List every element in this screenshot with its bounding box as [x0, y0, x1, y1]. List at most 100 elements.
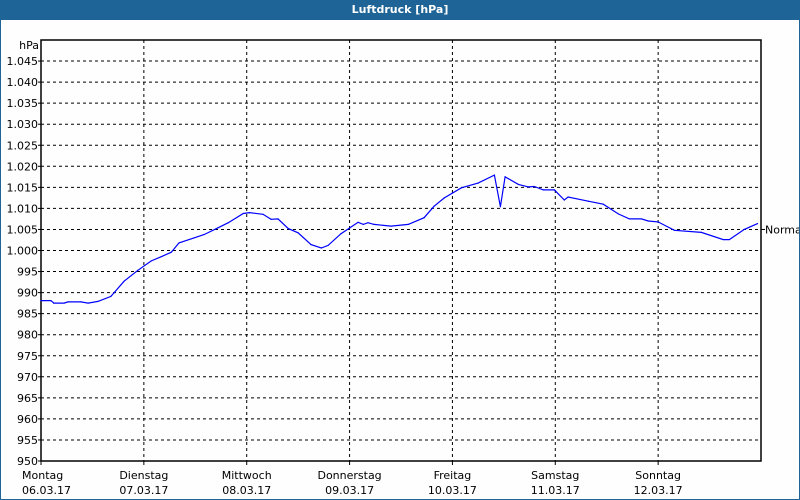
data-point — [160, 256, 162, 258]
data-point — [460, 187, 463, 189]
data-point — [673, 229, 676, 231]
chart-title: Luftdruck [hPa] — [1, 0, 799, 20]
data-point — [504, 176, 506, 178]
data-point — [320, 247, 322, 249]
y-tick-label: 1.025 — [7, 139, 39, 152]
y-tick-label: 970 — [17, 371, 38, 384]
data-point — [390, 225, 392, 227]
y-tick-label: 1.015 — [7, 181, 39, 194]
x-tick-date-label: 07.03.17 — [119, 484, 168, 497]
data-point — [373, 223, 375, 225]
data-point — [53, 302, 55, 304]
y-tick-label: 1.030 — [7, 118, 39, 131]
data-point — [242, 212, 244, 215]
data-point — [640, 218, 643, 220]
x-tick-day-label: Montag — [22, 469, 63, 482]
data-point — [203, 233, 205, 236]
x-tick-date-label: 09.03.17 — [325, 484, 374, 497]
data-point — [443, 197, 445, 199]
data-point — [340, 233, 342, 235]
data-point — [67, 301, 69, 303]
data-point — [357, 221, 359, 223]
data-point — [743, 228, 745, 231]
data-point — [277, 218, 279, 220]
data-point — [756, 222, 759, 225]
data-point — [193, 237, 195, 239]
data-point — [499, 206, 502, 208]
y-tick-label: 965 — [17, 392, 38, 405]
x-tick-date-label: 12.03.17 — [634, 484, 683, 497]
data-point — [50, 299, 52, 302]
data-point — [477, 182, 479, 184]
data-point — [248, 212, 250, 214]
y-tick-label: 1.000 — [7, 245, 39, 258]
x-tick-day-label: Samstag — [531, 469, 579, 482]
data-point — [40, 299, 42, 302]
data-point — [493, 174, 496, 176]
data-point — [310, 244, 312, 246]
data-point — [657, 221, 659, 223]
data-point — [297, 232, 299, 234]
data-point — [728, 238, 730, 241]
data-point — [63, 302, 65, 304]
pressure-series-line — [41, 174, 758, 304]
y-tick-label: 1.035 — [7, 97, 39, 110]
data-point — [327, 244, 329, 247]
data-point — [262, 213, 264, 215]
data-point — [110, 295, 112, 297]
y-axis: 950 955 960 965 970 975 980 985 990 995 1.000 1.005… — [7, 55, 41, 468]
data-point — [123, 280, 125, 282]
y-axis-unit-label: hPa — [19, 39, 39, 52]
data-point — [87, 302, 89, 304]
x-tick-day-label: Sonntag — [635, 469, 681, 482]
data-point — [362, 223, 364, 225]
data-point — [617, 213, 619, 215]
data-point — [80, 301, 82, 303]
data-point — [227, 222, 229, 224]
y-tick-label: 960 — [17, 413, 38, 426]
x-tick-day-label: Mittwoch — [222, 469, 272, 482]
x-tick-day-label: Donnerstag — [317, 469, 381, 482]
data-point — [587, 200, 589, 202]
y-tick-label: 975 — [17, 350, 38, 363]
x-tick-date-label: 08.03.17 — [222, 484, 271, 497]
data-point — [367, 222, 369, 224]
data-point — [553, 189, 556, 191]
data-point — [628, 218, 631, 220]
y-tick-label: 1.040 — [7, 76, 39, 89]
data-point — [647, 220, 649, 222]
y-tick-label: 1.020 — [7, 160, 39, 173]
data-point — [170, 251, 172, 253]
y-tick-label: 990 — [17, 287, 38, 300]
x-tick-day-label: Dienstag — [119, 469, 168, 482]
data-point — [602, 203, 604, 205]
x-axis: Montag 06.03.17 Dienstag 07.03.17 Mittwoch 08… — [22, 461, 683, 497]
data-point — [407, 223, 409, 225]
data-point — [97, 300, 99, 303]
x-tick-day-label: Freitag — [434, 469, 472, 482]
y-tick-label: 980 — [17, 329, 38, 342]
data-point — [287, 228, 289, 230]
y-tick-label: 1.045 — [7, 55, 39, 68]
grid — [41, 40, 761, 461]
data-point — [270, 218, 272, 220]
y-tick-label: 985 — [17, 308, 38, 321]
y-tick-label: 1.005 — [7, 223, 39, 236]
data-point — [563, 199, 565, 201]
data-point — [722, 238, 724, 241]
data-point — [178, 242, 180, 244]
data-point — [137, 269, 139, 271]
x-tick-date-label: 10.03.17 — [428, 484, 477, 497]
y-tick-label: 1.010 — [7, 202, 39, 215]
data-point — [533, 185, 535, 188]
normal-marker-label: Normal — [765, 223, 800, 236]
data-point — [527, 186, 529, 188]
data-point — [567, 196, 569, 198]
y-tick-label: 950 — [17, 455, 38, 468]
plot-frame — [40, 39, 762, 462]
data-points — [40, 174, 759, 304]
data-point — [517, 183, 520, 186]
data-point — [542, 189, 544, 191]
data-point — [150, 260, 152, 262]
